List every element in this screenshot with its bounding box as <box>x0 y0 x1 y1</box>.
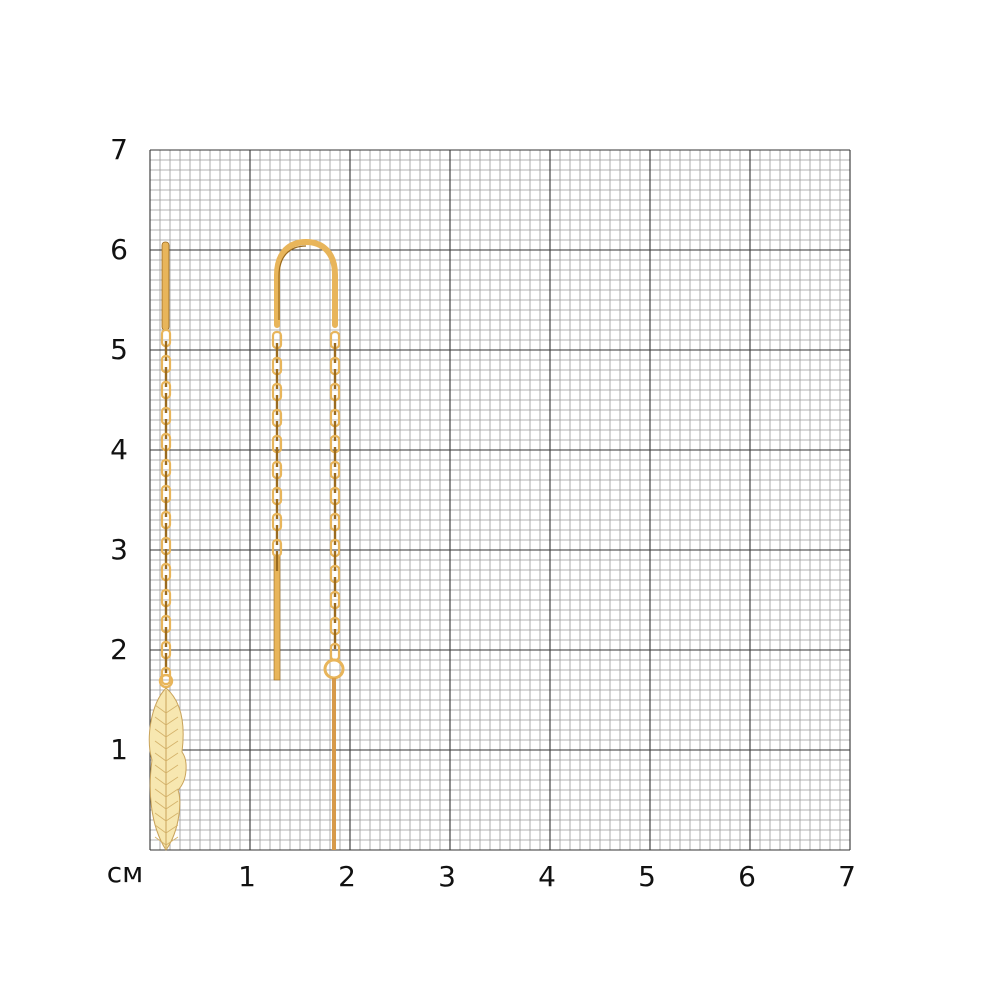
major-grid <box>149 149 851 851</box>
threader-bar <box>273 554 281 681</box>
feather-vein <box>154 836 167 846</box>
unit-label: см <box>106 856 144 889</box>
feather-vein <box>165 752 179 762</box>
feather-vein <box>165 704 179 714</box>
feather-vein <box>154 776 167 786</box>
feather-vein <box>165 812 179 822</box>
feather-vein <box>165 740 179 750</box>
x-tick-label: 6 <box>738 860 756 893</box>
y-tick-label: 3 <box>110 533 128 566</box>
y-tick-label: 4 <box>110 433 128 466</box>
chain <box>160 328 172 686</box>
chain <box>329 330 341 662</box>
x-tick-label: 3 <box>438 860 456 893</box>
feather-vein <box>165 716 179 726</box>
y-tick-label: 2 <box>110 633 128 666</box>
feather-vein <box>154 704 167 714</box>
u-bar <box>274 238 338 328</box>
x-tick-label: 4 <box>538 860 556 893</box>
x-tick-label: 1 <box>238 860 256 893</box>
feather-vein <box>165 788 179 798</box>
feather-vein <box>165 836 179 846</box>
feather-vein <box>154 812 167 822</box>
feather-vein <box>165 800 179 810</box>
y-tick-label: 5 <box>110 333 128 366</box>
feather-vein <box>154 800 167 810</box>
chain-link <box>160 666 172 686</box>
x-tick-label: 2 <box>338 860 356 893</box>
chain-link <box>329 642 341 662</box>
earring-threader <box>273 238 345 850</box>
feather-pendant <box>148 687 187 851</box>
jump-ring <box>158 673 174 689</box>
y-tick-label: 1 <box>110 733 128 766</box>
y-tick-label: 6 <box>110 233 128 266</box>
u-bar-shade <box>278 245 307 320</box>
earring-feather <box>148 241 187 851</box>
feather-vein <box>165 764 179 774</box>
feather-vein <box>165 776 179 786</box>
ear-wire <box>161 241 170 331</box>
feather-vein <box>165 728 179 738</box>
minor-grid <box>150 150 850 850</box>
feather-vein <box>154 824 167 834</box>
x-tick-label: 7 <box>838 860 856 893</box>
feather-vein <box>154 764 167 774</box>
feather-vein <box>165 824 179 834</box>
feather-vein <box>154 788 167 798</box>
chain <box>271 330 283 571</box>
y-tick-label: 7 <box>110 133 128 166</box>
feather-vein <box>154 728 167 738</box>
feather-vein <box>154 740 167 750</box>
threader-needle <box>332 678 336 850</box>
feather-vein <box>154 716 167 726</box>
x-tick-label: 5 <box>638 860 656 893</box>
feather-vein <box>154 752 167 762</box>
